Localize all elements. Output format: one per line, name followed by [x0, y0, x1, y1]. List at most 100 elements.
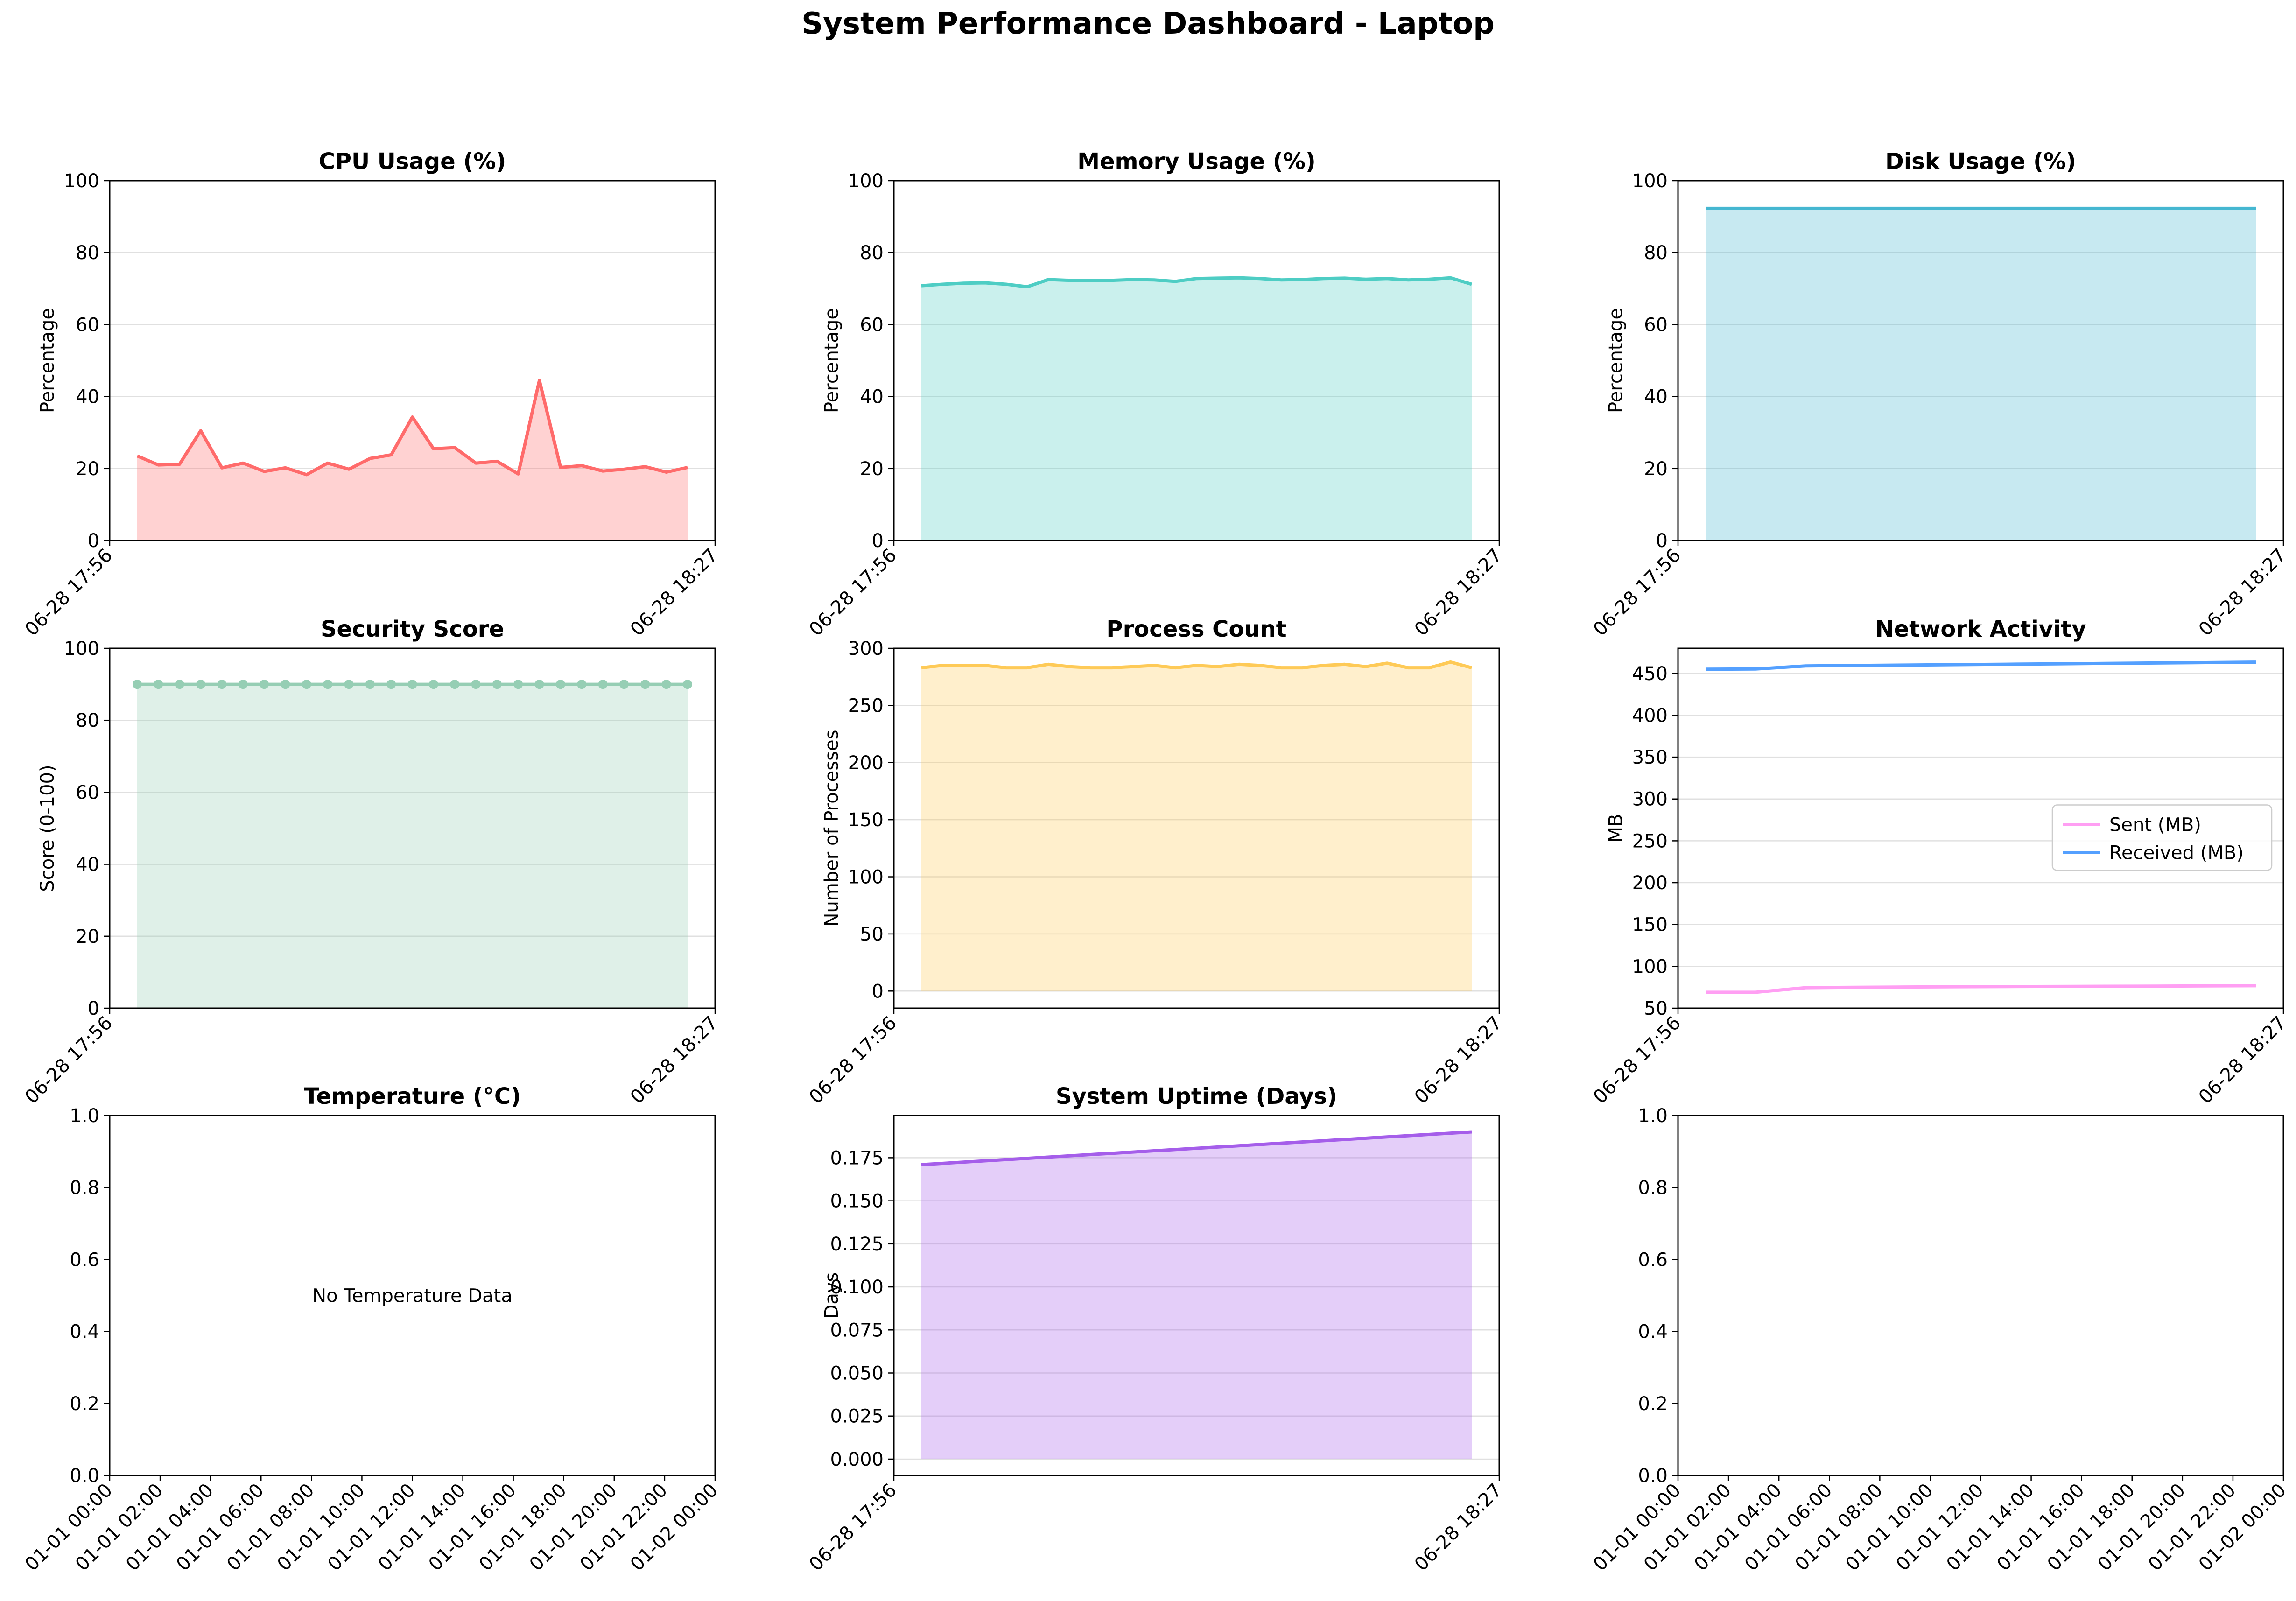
x-tick-label: 01-01 10:00 [1841, 1480, 1937, 1575]
x-tick-label: 01-01 20:00 [2094, 1480, 2190, 1575]
y-tick-label: 400 [1632, 705, 1668, 726]
x-tick-label: 06-28 18:27 [2195, 1012, 2290, 1108]
data-point [323, 680, 333, 689]
y-tick-label: 0.050 [830, 1363, 884, 1384]
x-tick-label: 01-01 12:00 [323, 1480, 419, 1575]
legend: Sent (MB) Received (MB) [2051, 804, 2273, 871]
chart-title: System Uptime (Days) [1056, 1083, 1337, 1109]
chart-title: Security Score [321, 616, 504, 642]
y-tick-label: 0 [1656, 530, 1668, 552]
data-point [2255, 985, 2256, 986]
y-tick-label: 60 [860, 314, 884, 336]
x-tick-label: 06-28 18:27 [2195, 545, 2290, 640]
axes-frame [1677, 1115, 2284, 1476]
data-point [1302, 667, 1303, 668]
y-tick-label: 0.175 [830, 1147, 884, 1169]
data-point [2205, 662, 2206, 663]
data-point [1196, 665, 1197, 666]
y-tick-label: 0.0 [70, 1465, 99, 1487]
data-point [133, 680, 142, 689]
x-tick-label: 01-01 00:00 [1589, 1480, 1685, 1575]
series-line [136, 379, 688, 477]
x-tick-label: 01-01 16:00 [1993, 1480, 2089, 1575]
data-point [1429, 279, 1430, 280]
x-tick-label: 01-01 22:00 [576, 1480, 672, 1575]
legend-box [2051, 804, 2273, 871]
x-tick-label: 01-01 00:00 [21, 1480, 117, 1575]
axes-frame [1677, 647, 2284, 1009]
data-point [1471, 667, 1472, 668]
data-point [645, 466, 646, 467]
y-tick-label: 0.150 [830, 1191, 884, 1212]
y-tick-label: 250 [1632, 830, 1668, 852]
y-tick-label: 0.0 [1638, 1465, 1668, 1487]
series-2-line [1705, 660, 2256, 671]
data-point [682, 680, 692, 689]
x-tick-label: 06-28 17:56 [805, 545, 901, 640]
page-title: System Performance Dashboard - Laptop [801, 7, 1495, 41]
area-fill [921, 1132, 1472, 1459]
axes-frame [109, 647, 716, 1009]
data-point [260, 680, 269, 689]
y-tick-label: 40 [860, 386, 884, 408]
y-tick-label: 300 [848, 638, 884, 660]
area-fill [137, 380, 688, 541]
data-point [534, 680, 544, 689]
x-tick-label: 01-01 18:00 [475, 1480, 571, 1575]
y-tick-label: 100 [1632, 956, 1668, 977]
area-fill [1706, 208, 2256, 541]
data-point [154, 680, 163, 689]
x-tick-label: 01-02 00:00 [626, 1480, 722, 1575]
y-tick-label: 300 [1632, 789, 1668, 810]
y-tick-label: 0.8 [1638, 1177, 1668, 1199]
y-tick-label: 40 [1644, 386, 1668, 408]
chart-title: Memory Usage (%) [1077, 148, 1316, 175]
x-tick-label: 01-02 00:00 [2195, 1480, 2290, 1575]
data-point [2213, 208, 2214, 209]
chart-panel-3: 0 20 40 60 80 100 06-28 17:56 06-28 18:27 Disk U… [1589, 148, 2290, 640]
axes-frame [1677, 180, 2284, 541]
data-point [302, 680, 311, 689]
data-point [196, 680, 206, 689]
data-point [407, 680, 417, 689]
y-tick-label: 0.075 [830, 1320, 884, 1341]
y-tick-label: 0.100 [830, 1277, 884, 1298]
chart-panel-1: 0 20 40 60 80 100 06-28 17:56 06-28 18:27 CPU Us… [21, 148, 722, 640]
chart-title: CPU Usage (%) [319, 148, 506, 175]
data-point [1955, 664, 1956, 665]
x-tick-label: 06-28 17:56 [21, 1012, 117, 1108]
y-tick-label: 450 [1632, 663, 1668, 685]
data-point [1429, 667, 1430, 668]
legend-label: Sent (MB) [2109, 815, 2201, 836]
x-tick-label: 01-01 08:00 [1791, 1480, 1887, 1575]
y-tick-label: 80 [1644, 242, 1668, 264]
x-tick-label: 01-01 02:00 [1640, 1480, 1735, 1575]
data-point [1855, 665, 1856, 666]
x-tick-label: 06-28 17:56 [1589, 1012, 1685, 1108]
data-point [365, 680, 375, 689]
data-point [1323, 665, 1324, 666]
data-point [281, 680, 290, 689]
y-tick-label: 20 [860, 458, 884, 480]
y-tick-label: 100 [848, 170, 884, 192]
data-point [1959, 208, 1960, 209]
x-tick-label: 06-28 17:56 [805, 1012, 901, 1108]
y-tick-label: 20 [1644, 458, 1668, 480]
data-point [2128, 208, 2129, 209]
data-point [942, 284, 943, 285]
x-tick-label: 01-01 14:00 [1942, 1480, 2038, 1575]
chart-panel-6: 50 100 150 200 250 300 350 400 450 06-28 17:56 06-… [1589, 616, 2290, 1108]
y-tick-label: 100 [848, 867, 884, 888]
chart-panel-8: 0.000 0.025 0.050 0.075 0.100 0.125 0.150 0.175… [805, 1083, 1506, 1575]
y-axis-label: Percentage [821, 308, 843, 413]
data-point [1811, 208, 1812, 209]
data-point [238, 680, 248, 689]
x-tick-label: 06-28 18:27 [626, 1012, 722, 1108]
y-tick-label: 60 [1644, 314, 1668, 336]
x-tick-label: 06-28 18:27 [1411, 545, 1506, 640]
chart-panel-4: 0 20 40 60 80 100 06-28 17:56 06-28 18:27 Securi… [21, 616, 722, 1108]
y-tick-label: 20 [76, 926, 99, 948]
y-tick-label: 0.2 [1638, 1393, 1668, 1415]
